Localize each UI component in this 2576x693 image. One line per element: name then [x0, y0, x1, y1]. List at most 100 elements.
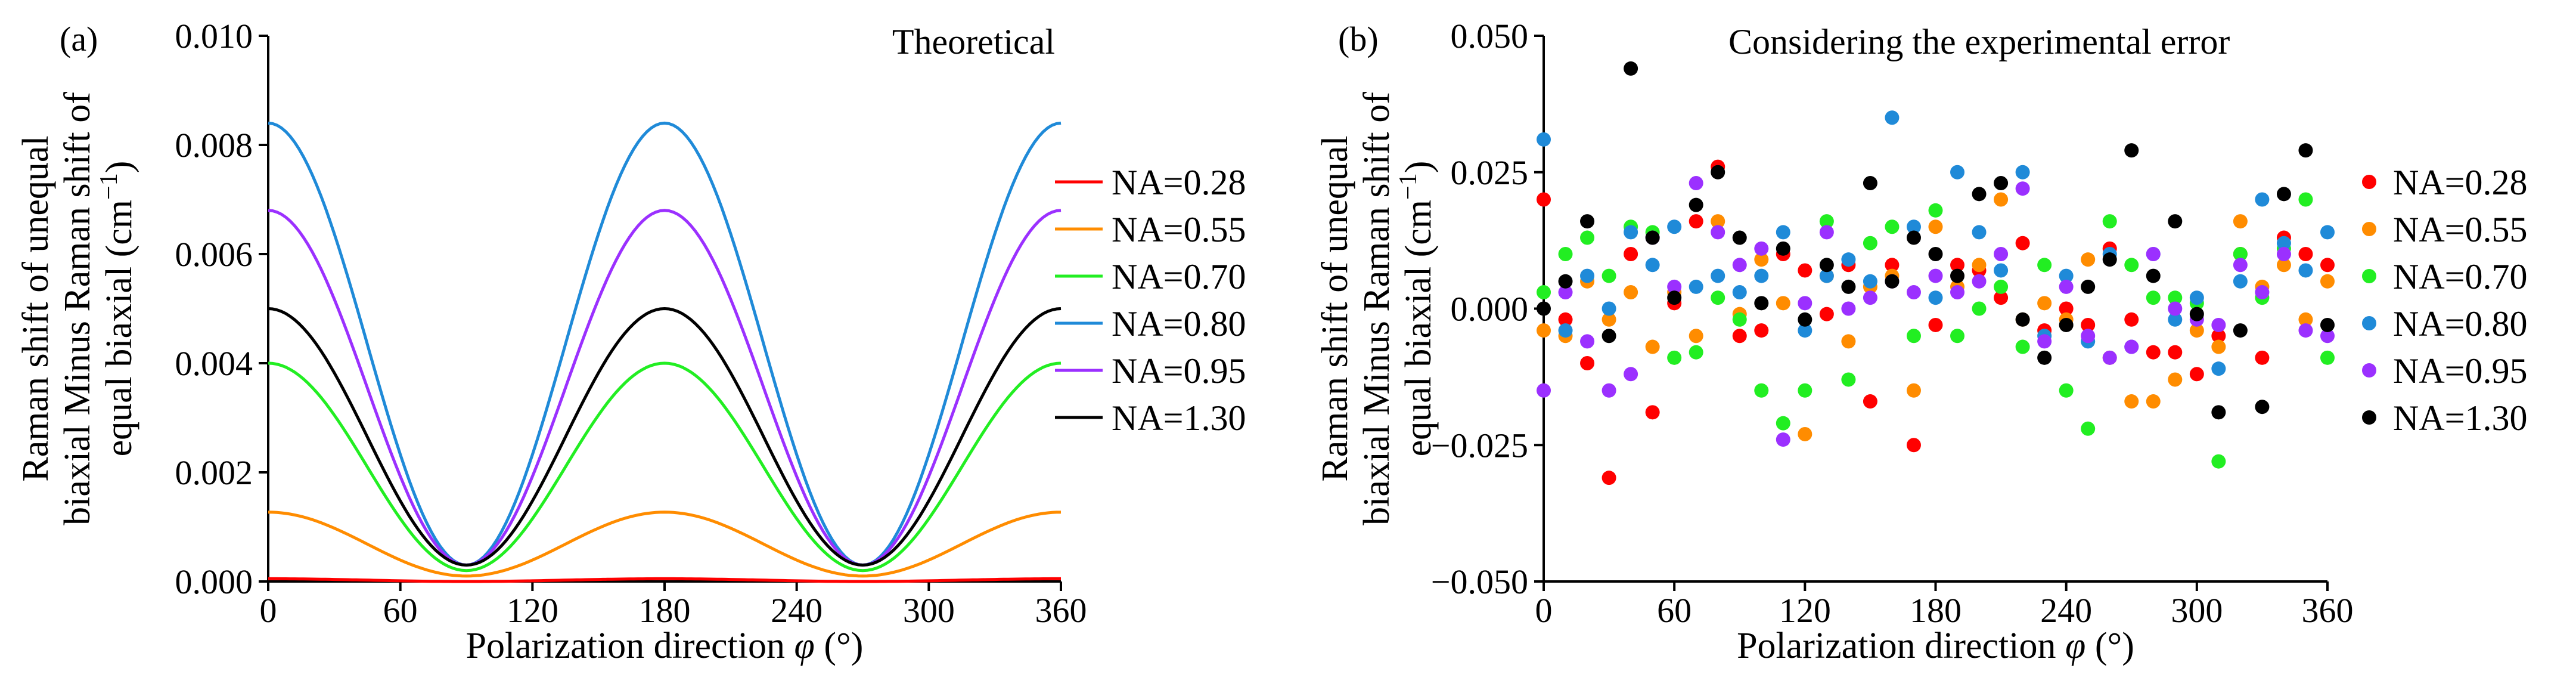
legend-item: NA=0.95: [1055, 351, 1246, 391]
scatter-point: [2211, 329, 2226, 344]
scatter-point: [2015, 165, 2030, 180]
scatter-point: [1711, 268, 1725, 283]
scatter-point: [2015, 236, 2030, 250]
scatter-point: [2168, 372, 2183, 387]
x-axis-title-unit: (°): [815, 626, 864, 666]
scatter-point: [2320, 350, 2335, 365]
scatter-point: [1602, 312, 1616, 327]
scatter-point: [1732, 230, 1747, 245]
y-axis-title-line1: Raman shift of unequal: [1315, 135, 1355, 481]
scatter-point: [2298, 247, 2313, 261]
legend-item: NA=0.55: [2362, 210, 2528, 249]
scatter-point: [1906, 285, 1921, 300]
y-axis-title-line3-close: ): [1398, 161, 1439, 174]
x-axis-title: Polarization direction φ (°): [466, 626, 864, 666]
scatter-point: [2298, 263, 2313, 278]
scatter-point: [1841, 301, 1856, 316]
scatter-point: [1754, 296, 1769, 311]
scatter-point: [2146, 394, 2161, 409]
legend-label: NA=1.30: [2393, 398, 2528, 438]
x-tick-label: 240: [2040, 591, 2092, 630]
scatter-point: [2037, 334, 2052, 349]
scatter-point: [2189, 307, 2204, 321]
scatter-point: [1950, 165, 1965, 180]
scatter-point: [1863, 394, 1877, 409]
scatter-point: [1776, 241, 1790, 256]
legend-item: NA=0.95: [2362, 351, 2528, 391]
scatter-point: [1732, 312, 1747, 327]
scatter-point: [1645, 258, 1660, 273]
scatter-point: [1645, 230, 1660, 245]
scatter-point: [1994, 247, 2009, 261]
scatter-point: [2211, 405, 2226, 420]
x-axis-title-text: Polarization direction: [1737, 626, 2065, 666]
scatter-point: [1928, 219, 1943, 234]
scatter-point: [1689, 197, 1703, 212]
scatter-point: [1667, 279, 1682, 294]
x-tick-label: 240: [771, 591, 823, 630]
scatter-point: [1798, 263, 1812, 278]
scatter-point: [1950, 258, 1965, 273]
scatter-point: [1928, 203, 1943, 218]
legend-label: NA=0.70: [1112, 257, 1246, 296]
scatter-point: [2298, 312, 2313, 327]
scatter-point: [2168, 290, 2183, 305]
scatter-point: [2146, 290, 2161, 305]
scatter-point: [2298, 192, 2313, 207]
scatter-point: [1776, 296, 1790, 311]
series-line-130: [268, 307, 1062, 567]
scatter-point: [1754, 383, 1769, 398]
y-axis-title-line3: equal biaxial (cm−1): [95, 161, 139, 457]
scatter-point: [1689, 279, 1703, 294]
scatter-point: [1776, 225, 1790, 240]
scatter-point: [2233, 258, 2248, 273]
scatter-point: [1841, 279, 1856, 294]
scatter-point: [2015, 312, 2030, 327]
y-axis-title-superscript: −1: [1395, 173, 1422, 200]
y-axis-title-line3: equal biaxial (cm−1): [1395, 161, 1439, 457]
scatter-point: [1537, 192, 1551, 207]
legend-label: NA=0.95: [2393, 351, 2528, 391]
scatter-point: [2037, 258, 2052, 273]
scatter-point: [2255, 285, 2270, 300]
legend-dot-swatch: [2362, 363, 2376, 378]
x-tick-label: 0: [1535, 591, 1553, 630]
scatter-point: [1711, 290, 1725, 305]
y-tick-label: 0.002: [175, 453, 253, 492]
scatter-series-130: [1537, 61, 2335, 420]
y-tick-label: 0.008: [175, 126, 253, 165]
scatter-point: [1754, 323, 1769, 338]
legend-item: NA=0.28: [2362, 163, 2528, 202]
scatter-point: [2015, 339, 2030, 354]
scatter-point: [1972, 187, 1987, 202]
scatter-point: [1645, 405, 1660, 420]
legend-dot-swatch: [2362, 316, 2376, 330]
scatter-point: [1689, 345, 1703, 360]
scatter-point: [2146, 247, 2161, 261]
y-axis-title-line3-text: equal biaxial (cm: [1398, 200, 1439, 456]
x-tick-label: 60: [383, 591, 418, 630]
scatter-point: [1624, 285, 1638, 300]
legend-label: NA=0.28: [1112, 163, 1246, 202]
y-tick-label: 0.000: [1451, 290, 1529, 329]
scatter-point: [1580, 268, 1595, 283]
scatter-point: [2081, 317, 2096, 332]
scatter-point: [2233, 323, 2248, 338]
scatter-point: [2255, 400, 2270, 414]
x-tick-label: 180: [639, 591, 691, 630]
y-axis-title: Raman shift of unequal biaxial Minus Rama…: [15, 92, 139, 525]
scatter-series-080: [1537, 110, 2335, 376]
legend-item: NA=0.80: [2362, 304, 2528, 344]
panel-a-theoretical: 0 60 120 180 240 300 360 0.000 0.002 0.004 0.006 0.…: [15, 17, 1246, 666]
x-tick-label: 0: [260, 591, 277, 630]
y-axis-title: Raman shift of unequal biaxial Minus Rama…: [1315, 92, 1439, 525]
scatter-point: [1994, 290, 2009, 305]
scatter-point: [1994, 176, 2009, 191]
scatter-point: [2168, 214, 2183, 229]
scatter-point: [1732, 329, 1747, 344]
scatter-point: [1689, 329, 1703, 344]
x-tick-label: 300: [903, 591, 955, 630]
legend-item: NA=0.80: [1055, 304, 1246, 344]
legend-label: NA=0.28: [2393, 163, 2528, 202]
scatter-point: [2124, 394, 2139, 409]
